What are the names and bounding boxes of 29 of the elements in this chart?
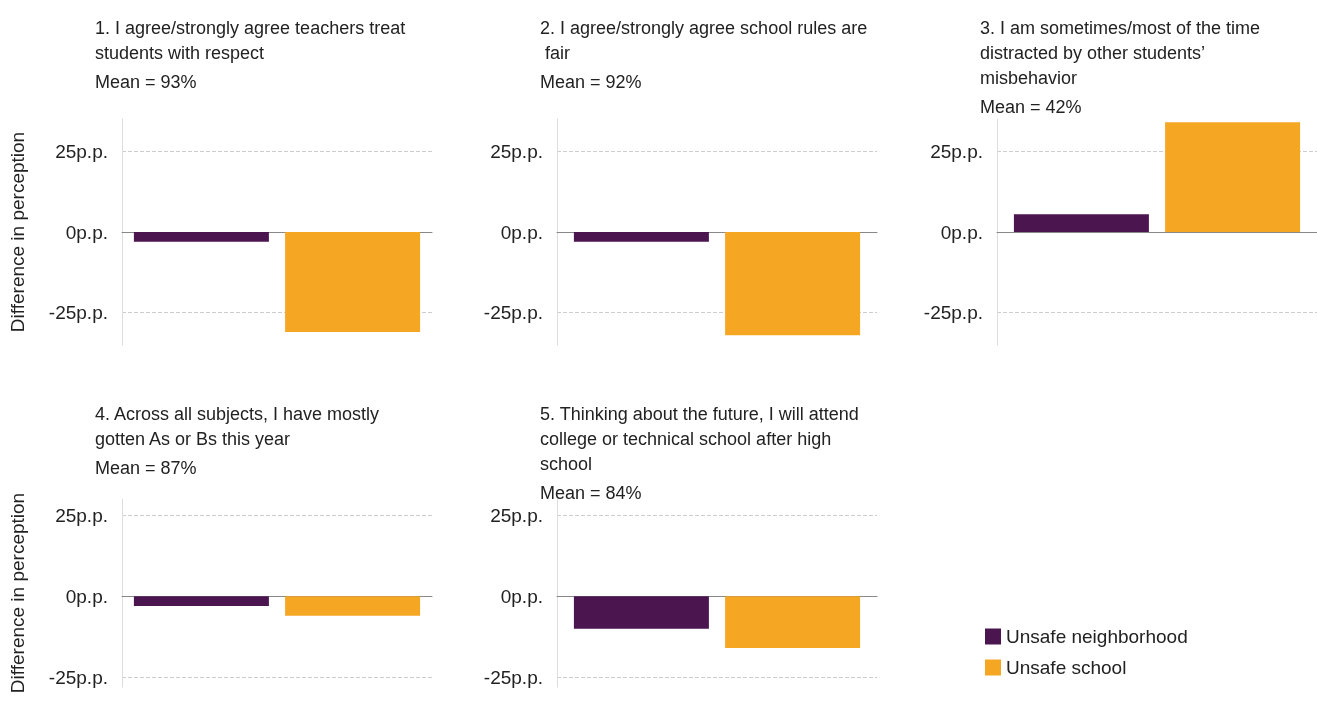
legend-label: Unsafe neighborhood xyxy=(1006,626,1188,647)
y-tick-label: 0p.p. xyxy=(65,221,108,243)
y-tick-label: 0p.p. xyxy=(500,585,543,607)
y-tick-label: -25p.p. xyxy=(483,666,543,688)
y-tick-label: 0p.p. xyxy=(940,221,983,243)
y-tick-label: -25p.p. xyxy=(48,666,108,688)
y-tick-label: -25p.p. xyxy=(48,302,108,324)
y-tick-label: -25p.p. xyxy=(483,302,543,324)
y-tick-label: 0p.p. xyxy=(500,221,543,243)
legend-label: Unsafe school xyxy=(1006,657,1127,678)
chart-subtitle: Mean = 93% xyxy=(95,71,197,92)
chart-subtitle: Mean = 87% xyxy=(95,457,197,478)
y-axis-title: Difference in perception xyxy=(7,131,28,333)
y-tick-label: 25p.p. xyxy=(55,140,108,162)
chart-title: 4. Across all subjects, I have mostly gotten As or Bs this year xyxy=(95,403,385,449)
chart-subtitle: Mean = 42% xyxy=(980,96,1082,117)
y-tick-label: 25p.p. xyxy=(490,504,543,526)
y-tick-label: 25p.p. xyxy=(55,504,108,526)
y-tick-label: 0p.p. xyxy=(65,585,108,607)
chart-subtitle: Mean = 92% xyxy=(540,71,642,92)
chart-title: 1. I agree/strongly agree teachers treat students with respect xyxy=(95,17,411,63)
y-tick-label: 25p.p. xyxy=(930,140,983,162)
chart-title: 5. Thinking about the future, I will attend college or technical school after high school xyxy=(540,403,864,474)
y-axis-title: Difference in perception xyxy=(7,492,28,694)
chart-title: 3. I am sometimes/most of the time distracted by other students’ misbehavior xyxy=(980,17,1266,88)
chart-subtitle: Mean = 84% xyxy=(540,482,642,503)
y-tick-label: -25p.p. xyxy=(923,302,983,324)
y-tick-label: 25p.p. xyxy=(490,140,543,162)
chart-title: 2. I agree/strongly agree school rules are fair xyxy=(540,17,868,63)
